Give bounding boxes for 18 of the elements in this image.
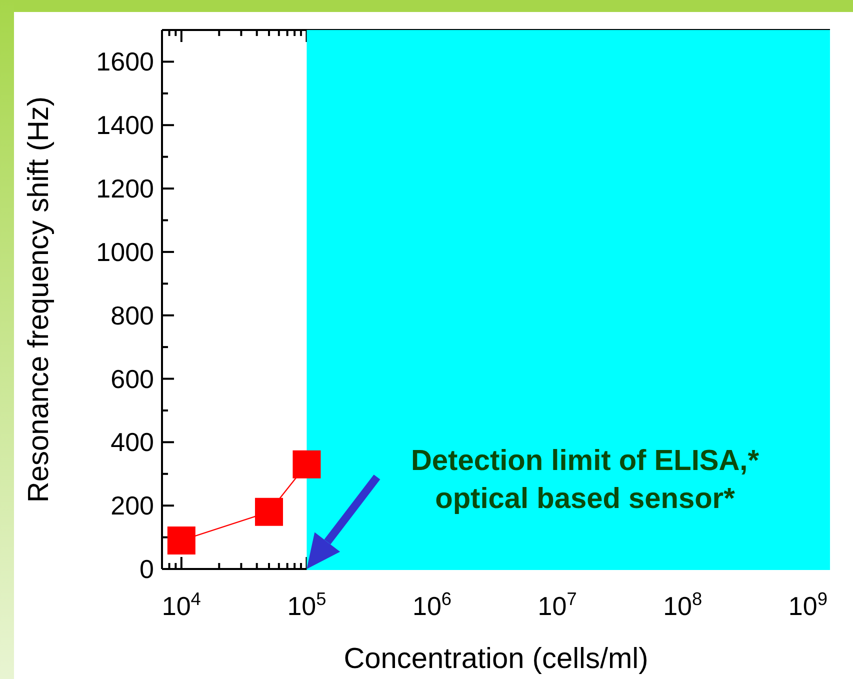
y-tick-label: 600: [110, 364, 154, 394]
y-tick-label: 1000: [96, 236, 154, 267]
y-tick-label: 1200: [96, 174, 154, 204]
x-tick-label: 10$^{5}$: [287, 589, 326, 621]
y-tick-label: 800: [110, 300, 154, 330]
x-tick-label: 10$^{4}$: [162, 589, 201, 621]
x-tick-label: 10$^{8}$: [663, 589, 702, 621]
x-tick-label: 10$^{9}$: [788, 589, 828, 621]
y-tick-label: 1600: [96, 46, 154, 77]
y-tick-label: 400: [110, 427, 154, 458]
y-axis-title: Resonance frequency shift (Hz): [23, 96, 55, 503]
y-tick-label: 200: [110, 490, 154, 521]
annotation: Detection limit of ELISA,* optical based sensor*: [410, 445, 760, 515]
y-tick-label: 1400: [96, 110, 154, 140]
x-tick-label: 10$^{6}$: [412, 589, 452, 621]
x-axis-title: Concentration (cells/ml): [344, 643, 648, 675]
y-tick-label: 0: [140, 554, 154, 584]
x-tick-label: 10$^{7}$: [538, 589, 577, 621]
